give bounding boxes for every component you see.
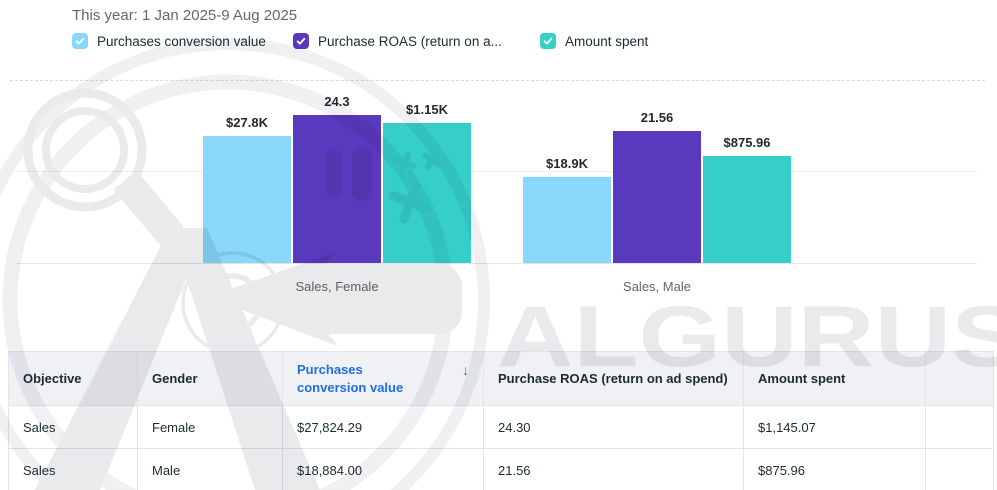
category-label-sales-male: Sales, Male — [623, 279, 691, 294]
sort-desc-icon[interactable]: ↓ — [462, 362, 469, 378]
bar-value-label: $875.96 — [723, 135, 771, 150]
column-header-objective[interactable]: Objective — [8, 350, 138, 407]
column-header-gender[interactable]: Gender — [137, 350, 283, 407]
cell-gender: Male — [137, 448, 283, 490]
amount-spent-checkbox[interactable] — [540, 33, 556, 49]
cell-purchases-conversion-value: $18,884.00 — [282, 448, 484, 490]
cell-amount-spent: $875.96 — [743, 448, 926, 490]
bar-value-label: $1.15K — [406, 102, 448, 117]
bar-amount-spent-sales-female[interactable] — [383, 123, 471, 263]
column-header-purchases-conversion-value[interactable]: Purchases conversion value ↓ — [282, 350, 484, 407]
bar-value-label: $27.8K — [226, 115, 268, 130]
date-range-label: This year: 1 Jan 2025-9 Aug 2025 — [72, 7, 298, 24]
legend-item-amount-spent: Amount spent — [540, 33, 648, 49]
table-row: Sales Female $27,824.29 24.30 $1,145.07 — [8, 405, 994, 450]
cell-amount-spent: $1,145.07 — [743, 405, 926, 450]
cell-objective: Sales — [8, 448, 138, 490]
bar-amount-spent-sales-male[interactable] — [703, 156, 791, 263]
column-header-amount-spent[interactable]: Amount spent — [743, 350, 926, 407]
bar-value-label: 21.56 — [640, 110, 674, 125]
bar-value-label: $18.9K — [546, 156, 588, 171]
bar-chart: $27.8K 24.3 $1.15K Sales, Female $18.9K 21.56… — [10, 80, 985, 294]
cell-objective: Sales — [8, 405, 138, 450]
checkmark-icon — [543, 37, 553, 45]
gridline-top — [10, 80, 985, 81]
gridline-middle — [17, 171, 977, 172]
cell-purchase-roas-return-on-ad-spend: 21.56 — [483, 448, 744, 490]
column-header-blank[interactable] — [925, 350, 994, 407]
breakdown-table: Objective Gender Purchases conversion valu… — [8, 350, 994, 490]
bar-purchases-conversion-value-sales-female[interactable] — [203, 136, 291, 263]
category-label-sales-female: Sales, Female — [295, 279, 379, 294]
legend-label: Amount spent — [565, 33, 649, 49]
column-header-label: Purchases conversion value — [297, 362, 404, 395]
table-header-row: Objective Gender Purchases conversion valu… — [8, 350, 994, 407]
cell-gender: Female — [137, 405, 283, 450]
column-header-purchase-roas-return-on-ad-spend[interactable]: Purchase ROAS (return on ad spend) — [483, 350, 744, 407]
chart-baseline — [17, 263, 977, 264]
bar-purchases-conversion-value-sales-male[interactable] — [523, 177, 611, 263]
table-row: Sales Male $18,884.00 21.56 $875.96 — [8, 448, 994, 490]
cell-blank — [925, 448, 994, 490]
cell-blank — [925, 405, 994, 450]
cell-purchase-roas-return-on-ad-spend: 24.30 — [483, 405, 744, 450]
cell-purchases-conversion-value: $27,824.29 — [282, 405, 484, 450]
bar-purchase-roas-return-on-ad-spend-sales-female[interactable] — [293, 115, 381, 263]
bar-purchase-roas-return-on-ad-spend-sales-male[interactable] — [613, 131, 701, 263]
